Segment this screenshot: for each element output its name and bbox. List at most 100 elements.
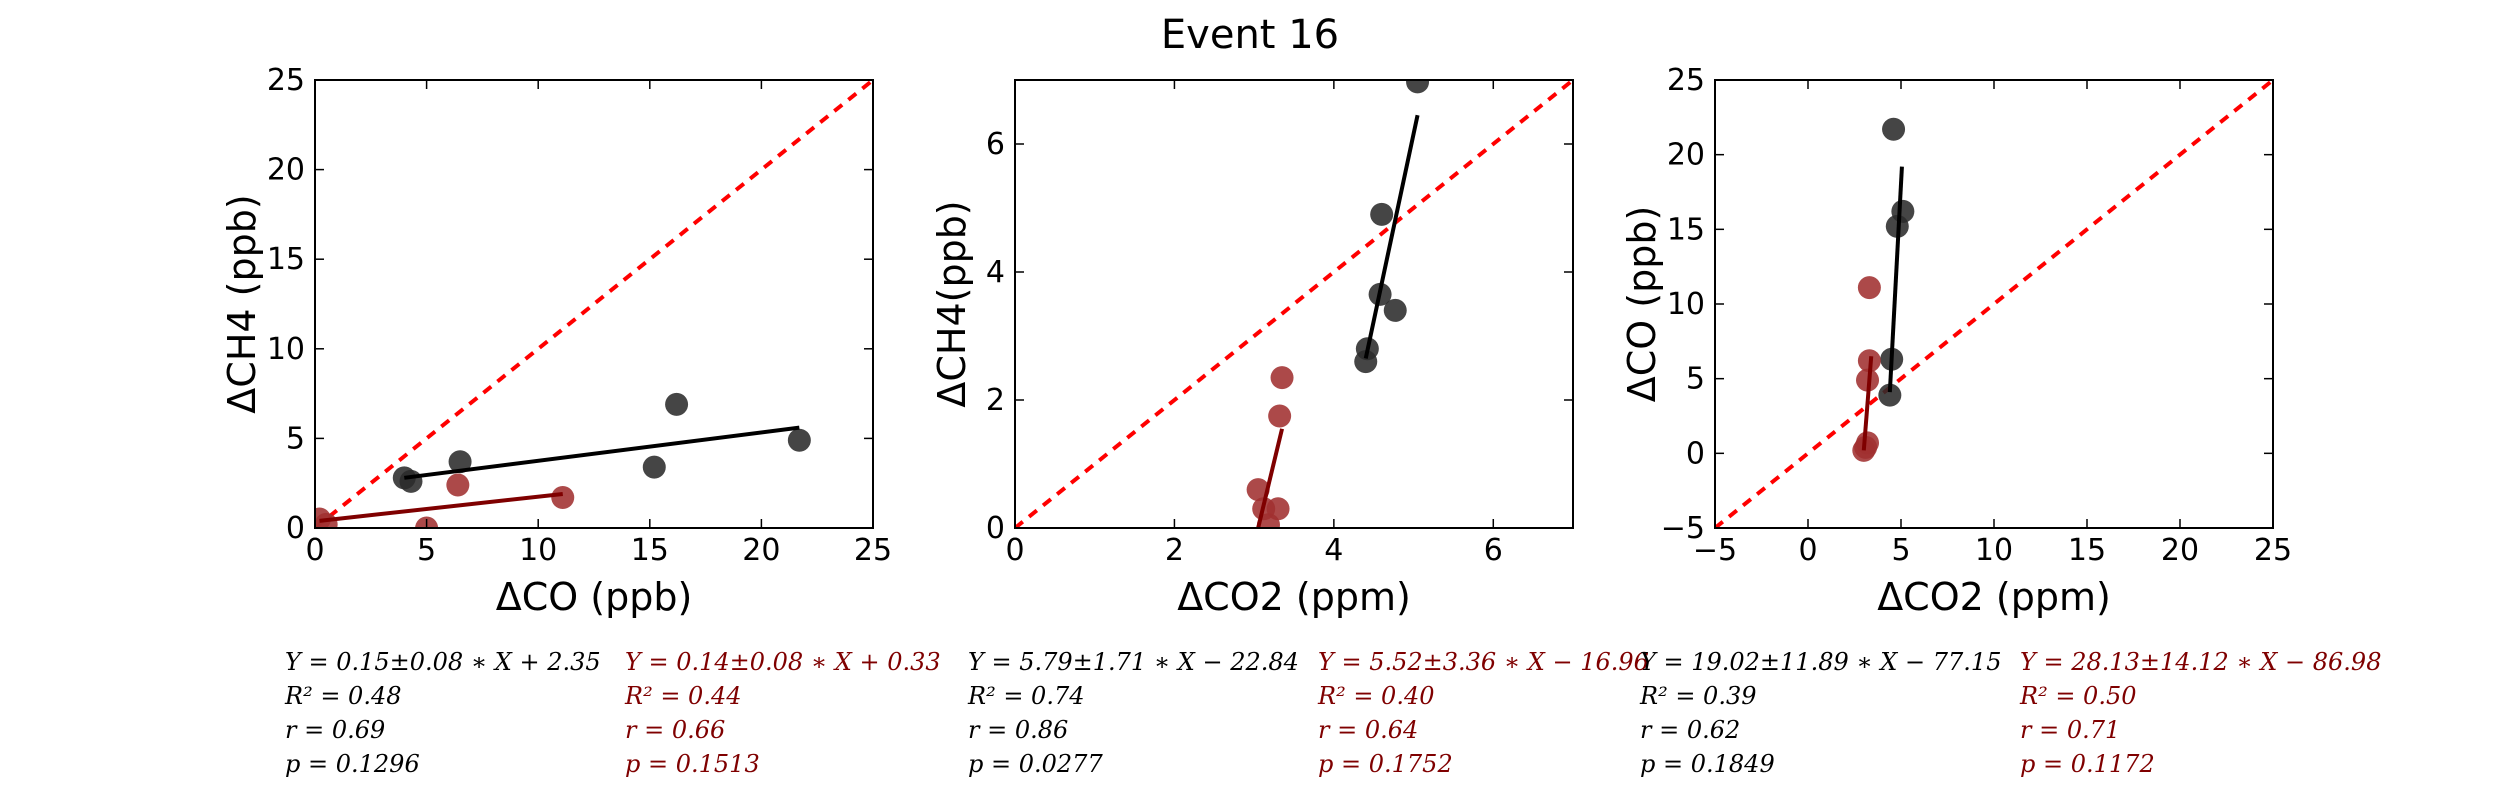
- y-tick-label: 20: [1667, 138, 1705, 173]
- stats-r: r = 0.69: [285, 716, 385, 744]
- data-point-black: [665, 392, 689, 416]
- y-tick-label: 10: [1667, 287, 1705, 322]
- y-tick-label: 5: [1686, 362, 1705, 397]
- x-axis-label: ΔCO2 (ppm): [1877, 575, 2111, 619]
- data-point-black: [448, 450, 472, 474]
- data-point-black: [1383, 298, 1407, 322]
- x-tick-label: −5: [1693, 533, 1737, 568]
- reference-line-1to1: [1715, 80, 2273, 528]
- x-tick-label: 0: [305, 533, 324, 568]
- data-point-red: [1268, 404, 1292, 428]
- x-tick-label: 20: [2161, 533, 2199, 568]
- stats-block-red: Y = 5.52±3.36 ∗ X − 16.96 R² = 0.40 r = 0.…: [1317, 648, 1649, 778]
- x-axis-label: ΔCO (ppb): [496, 575, 693, 619]
- y-tick-label: 10: [267, 332, 305, 367]
- axes-frame: [1014, 79, 1574, 529]
- x-tick-label: 2: [1165, 533, 1184, 568]
- x-tick-label: 5: [1891, 533, 1910, 568]
- reference-line-1to1: [1015, 80, 1573, 528]
- stats-eq: Y = 19.02±11.89 ∗ X − 77.15: [1640, 648, 2001, 676]
- x-tick-label: 10: [519, 533, 557, 568]
- y-tick-label: 5: [286, 421, 305, 456]
- chart-panel-3: −5 0 5 10 15 20 25 −5 0 5 10 15 20 25 ΔCO2 (ppm) ΔCO (p…: [1620, 63, 2381, 778]
- axes-frame: [1714, 79, 2274, 529]
- stats-r: r = 0.66: [625, 716, 725, 744]
- x-tick-label: 5: [417, 533, 436, 568]
- y-tick-label: 0: [286, 511, 305, 546]
- y-tick-label: 6: [986, 127, 1005, 162]
- y-tick-label: 0: [1686, 436, 1705, 471]
- y-tick-label: 4: [986, 255, 1005, 290]
- data-point-red: [1857, 276, 1881, 300]
- stats-p: p = 0.1513: [625, 750, 760, 778]
- stats-r2: R² = 0.39: [1639, 682, 1757, 710]
- fit-line-black: [1363, 114, 1420, 359]
- data-point-black: [399, 469, 423, 493]
- x-tick-label: 20: [742, 533, 780, 568]
- stats-eq: Y = 5.52±3.36 ∗ X − 16.96: [1318, 648, 1649, 676]
- x-tick-label: 4: [1324, 533, 1343, 568]
- stats-r2: R² = 0.40: [1317, 682, 1435, 710]
- fit-line-red: [1861, 356, 1874, 451]
- stats-r: r = 0.64: [1318, 716, 1418, 744]
- stats-r2: R² = 0.74: [967, 682, 1085, 710]
- y-axis-label: ΔCH4 (ppb): [220, 194, 264, 413]
- y-tick-label: 20: [267, 153, 305, 188]
- fit-line-black: [1887, 166, 1904, 393]
- stats-r: r = 0.62: [1640, 716, 1740, 744]
- x-tick-label: 15: [631, 533, 669, 568]
- stats-eq: Y = 28.13±14.12 ∗ X − 86.98: [2020, 648, 2381, 676]
- data-point-red: [446, 473, 470, 497]
- stats-block-red: Y = 28.13±14.12 ∗ X − 86.98 R² = 0.50 r = …: [2019, 648, 2381, 778]
- y-axis-label: ΔCH4(ppb): [930, 200, 974, 407]
- y-tick-label: 0: [986, 511, 1005, 546]
- stats-p: p = 0.0277: [968, 750, 1103, 778]
- fit-line-red: [319, 491, 563, 523]
- chart-panel-1: 0 5 10 15 20 25 0 5 10 15 20 25 ΔCO (ppb) ΔCH4 (ppb) Y…: [220, 63, 941, 778]
- y-tick-label: −5: [1661, 511, 1705, 546]
- stats-p: p = 0.1172: [2020, 750, 2155, 778]
- data-point-red: [551, 486, 575, 510]
- stats-eq: Y = 0.15±0.08 ∗ X + 2.35: [285, 648, 601, 676]
- stats-r2: R² = 0.50: [2019, 682, 2137, 710]
- x-tick-label: 15: [2068, 533, 2106, 568]
- data-point-black: [1882, 117, 1906, 141]
- axes-frame: [314, 79, 874, 529]
- stats-p: p = 0.1296: [285, 750, 420, 778]
- stats-r: r = 0.71: [2020, 716, 2120, 744]
- x-axis-label: ΔCO2 (ppm): [1177, 575, 1411, 619]
- data-point-black: [1891, 199, 1915, 223]
- x-tick-label: 10: [1975, 533, 2013, 568]
- data-point-black: [642, 455, 666, 479]
- stats-r: r = 0.86: [968, 716, 1068, 744]
- plot-area: [315, 80, 873, 528]
- x-tick-label: 6: [1484, 533, 1503, 568]
- stats-block-black: Y = 0.15±0.08 ∗ X + 2.35 R² = 0.48 r = 0.6…: [284, 648, 601, 778]
- stats-eq: Y = 0.14±0.08 ∗ X + 0.33: [625, 648, 941, 676]
- data-point-red: [1270, 366, 1294, 390]
- y-tick-label: 2: [986, 383, 1005, 418]
- data-point-black: [787, 428, 811, 452]
- x-tick-label: 25: [854, 533, 892, 568]
- data-point-red: [1856, 431, 1880, 455]
- x-tick-label: 0: [1005, 533, 1024, 568]
- plot-area: [1715, 80, 2273, 528]
- y-tick-label: 25: [267, 63, 305, 98]
- stats-r2: R² = 0.48: [284, 682, 402, 710]
- stats-r2: R² = 0.44: [624, 682, 742, 710]
- y-axis-label: ΔCO (ppb): [1620, 206, 1664, 403]
- stats-p: p = 0.1849: [1640, 750, 1775, 778]
- fit-line-black: [404, 425, 800, 480]
- x-tick-label: 25: [2254, 533, 2292, 568]
- data-point-red: [1246, 478, 1270, 502]
- fit-line-red: [1256, 428, 1284, 528]
- reference-line-1to1: [315, 80, 873, 528]
- y-tick-label: 15: [1667, 212, 1705, 247]
- chart-panel-2: 0 2 4 6 0 2 4 6 ΔCO2 (ppm) ΔCH4(ppb) Y = 5.79±1.71…: [930, 79, 1649, 778]
- y-tick-label: 25: [1667, 63, 1705, 98]
- plot-area: [1015, 80, 1573, 528]
- x-tick-label: 0: [1798, 533, 1817, 568]
- stats-block-black: Y = 5.79±1.71 ∗ X − 22.84 R² = 0.74 r = 0.…: [967, 648, 1299, 778]
